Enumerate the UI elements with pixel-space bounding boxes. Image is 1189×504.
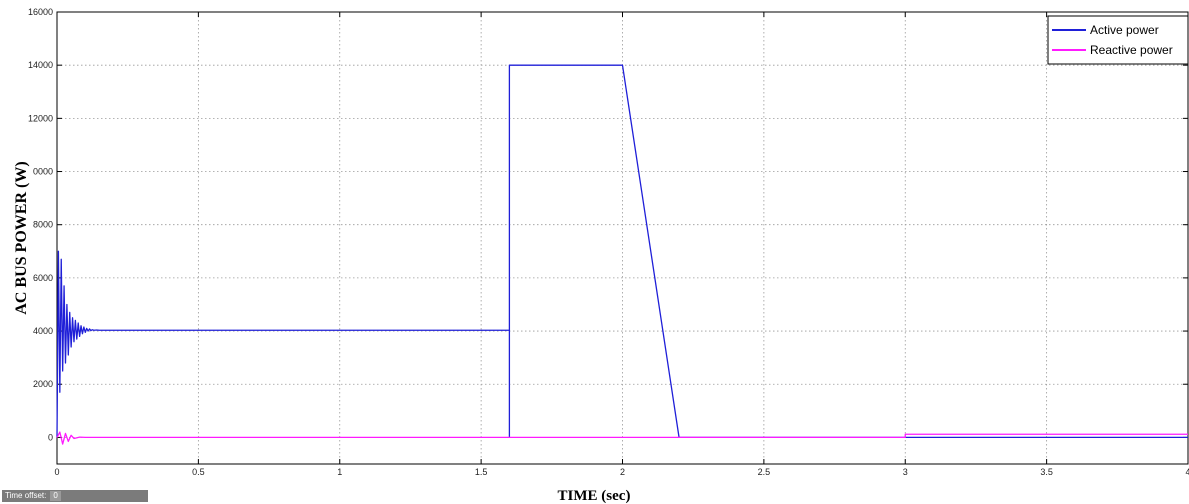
x-tick-label: 1.5 (475, 467, 488, 477)
legend-label-reactive: Reactive power (1090, 43, 1173, 57)
axis-ticks (56, 11, 1189, 464)
x-tick-label: 0.5 (192, 467, 205, 477)
x-tick-label: 3.5 (1040, 467, 1053, 477)
reactive-power-line (56, 431, 1188, 445)
legend-box (1047, 15, 1189, 65)
x-tick-label: 3 (903, 467, 908, 477)
x-tick-label: 0 (54, 467, 59, 477)
y-tick-label: 0000 (33, 167, 53, 177)
legend: Active power Reactive power (1047, 15, 1189, 65)
y-tick-label: 14000 (28, 60, 53, 70)
active-power-line (56, 64, 1188, 439)
x-axis-title: TIME (sec) (558, 488, 631, 504)
time-offset-value[interactable]: 0 (50, 491, 61, 501)
y-tick-label: 12000 (28, 113, 53, 123)
y-tick-label: 0 (48, 432, 53, 442)
x-tick-label: 1 (337, 467, 342, 477)
x-tick-label: 2.5 (758, 467, 771, 477)
time-offset-field: Time offset: 0 (2, 490, 148, 502)
y-axis-title: AC BUS POWER (W) (13, 161, 30, 314)
x-tick-labels: 0 0.5 1 1.5 2 2.5 3 3.5 4 (54, 467, 1189, 477)
series-lines (56, 64, 1188, 445)
y-tick-label: 6000 (33, 273, 53, 283)
y-tick-label: 2000 (33, 379, 53, 389)
time-offset-label: Time offset: (5, 491, 47, 500)
legend-label-active: Active power (1090, 23, 1159, 37)
y-tick-label: 16000 (28, 7, 53, 17)
x-tick-label: 2 (620, 467, 625, 477)
grid-lines (57, 12, 1188, 464)
x-tick-label: 4 (1185, 467, 1189, 477)
y-tick-label: 4000 (33, 326, 53, 336)
y-tick-label: 8000 (33, 220, 53, 230)
y-tick-labels: 0 2000 4000 6000 8000 0000 12000 14000 16000 (28, 7, 53, 442)
